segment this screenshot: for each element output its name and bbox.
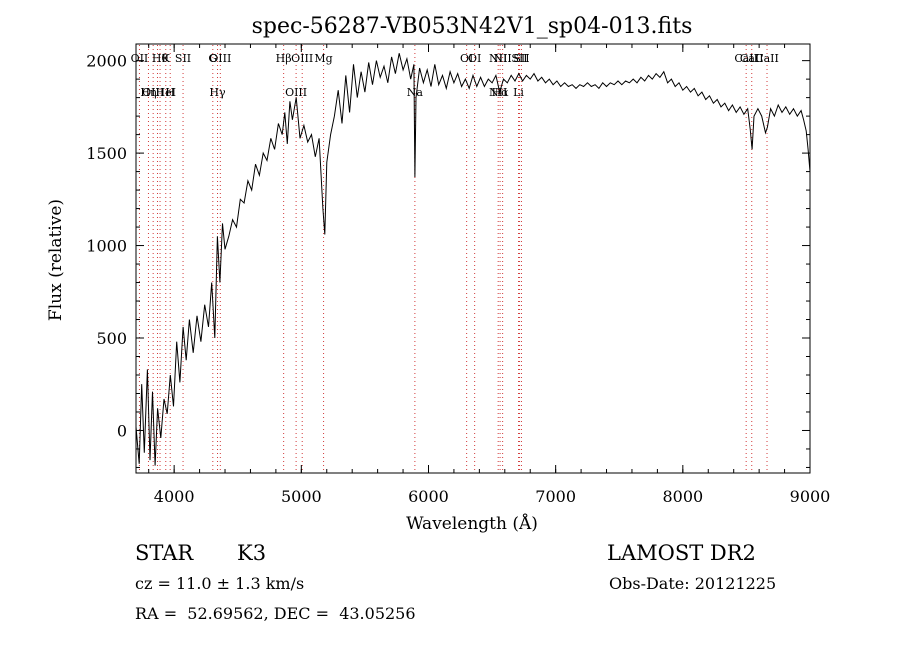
- y-tick-label: 1500: [86, 144, 127, 163]
- line-label: OIII: [285, 86, 307, 99]
- line-label: SII: [513, 52, 529, 65]
- line-label: OIII: [291, 52, 313, 65]
- chart-title: spec-56287-VB053N42V1_sp04-013.fits: [252, 14, 693, 39]
- y-axis-label: Flux (relative): [46, 199, 66, 321]
- line-label: Hβ: [276, 52, 292, 65]
- line-label: Na: [407, 86, 424, 99]
- line-label: CaII: [755, 52, 779, 65]
- line-label: Hα: [492, 86, 510, 99]
- line-label: SII: [175, 52, 191, 65]
- object-type: STAR: [135, 541, 194, 565]
- x-tick-label: 7000: [535, 487, 576, 506]
- x-axis-ticks: 4000 5000 6000 7000 8000 9000: [148, 44, 831, 506]
- line-label: Li: [513, 86, 524, 99]
- line-label: Mg: [314, 52, 332, 65]
- x-axis-label: Wavelength (Å): [406, 513, 538, 534]
- redshift-value: cz = 11.0 ± 1.3 km/s: [135, 574, 305, 593]
- line-label: G: [208, 52, 217, 65]
- line-label: OIII: [209, 52, 231, 65]
- line-label: Hθ: [152, 52, 169, 65]
- line-label: Hη: [140, 86, 156, 99]
- line-label: K: [162, 52, 171, 65]
- y-tick-label: 2000: [86, 52, 127, 71]
- line-label: OIII: [142, 86, 164, 99]
- coordinates: RA = 52.69562, DEC = 43.05256: [135, 604, 416, 623]
- x-tick-label: 4000: [154, 487, 195, 506]
- spectral-subclass: K3: [237, 541, 267, 565]
- y-tick-label: 500: [96, 329, 127, 348]
- x-tick-label: 9000: [790, 487, 831, 506]
- y-axis-ticks: 0 500 1000 1500 2000: [86, 52, 810, 468]
- line-label: Hγ: [209, 86, 226, 99]
- y-tick-label: 0: [117, 421, 127, 440]
- plot-frame: [135, 43, 811, 474]
- y-tick-label: 1000: [86, 237, 127, 256]
- x-tick-label: 8000: [662, 487, 703, 506]
- x-tick-label: 6000: [408, 487, 449, 506]
- observation-date: Obs-Date: 20121225: [609, 574, 777, 593]
- line-label: NII: [493, 52, 511, 65]
- line-label: NII: [489, 86, 507, 99]
- line-label: NII: [489, 52, 507, 65]
- survey-name: LAMOST DR2: [607, 541, 756, 565]
- x-tick-label: 5000: [281, 487, 322, 506]
- line-label: OII: [131, 52, 149, 65]
- spectral-line-markers: [138, 45, 768, 472]
- line-label: HeI: [156, 86, 176, 99]
- line-label: CaII: [740, 52, 764, 65]
- line-label: OI: [468, 52, 481, 65]
- line-label: H: [165, 86, 175, 99]
- line-label: OI: [460, 52, 473, 65]
- spectrum-line: [135, 53, 811, 466]
- line-label: SII: [511, 52, 527, 65]
- line-label: CaII: [734, 52, 758, 65]
